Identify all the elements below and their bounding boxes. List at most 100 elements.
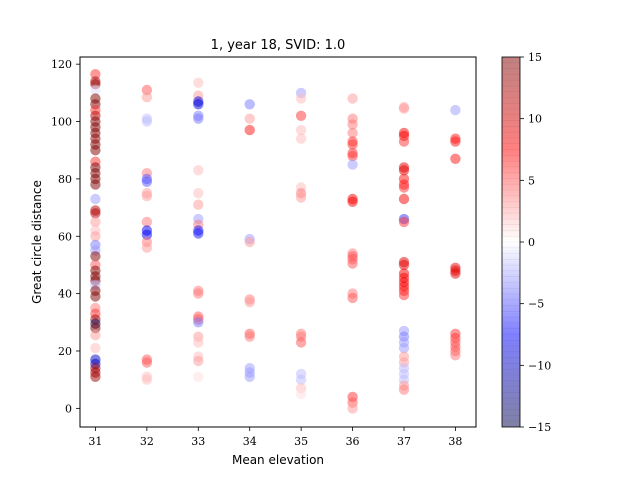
scatter-point bbox=[295, 124, 307, 136]
scatter-point bbox=[193, 199, 204, 210]
scatter-point bbox=[90, 179, 101, 190]
scatter-point bbox=[450, 268, 461, 279]
scatter-point bbox=[193, 337, 204, 348]
scatter-point bbox=[141, 116, 153, 127]
scatter-point bbox=[347, 93, 358, 104]
x-axis-ticks: 31 32 33 34 35 36 37 38 bbox=[88, 427, 462, 448]
scatter-point bbox=[90, 342, 101, 354]
scatter-point bbox=[295, 388, 307, 400]
x-tick-label: 35 bbox=[294, 435, 308, 448]
scatter-point bbox=[244, 113, 255, 124]
scatter-point bbox=[244, 99, 255, 110]
scatter-point bbox=[90, 193, 101, 205]
scatter-point bbox=[141, 84, 153, 96]
scatter-point bbox=[295, 192, 307, 203]
scatter-point bbox=[244, 124, 255, 136]
colorbar-ticks: 15 10 5 0 −5 −10 −15 bbox=[520, 51, 551, 434]
x-tick-label: 37 bbox=[397, 435, 411, 448]
scatter-point bbox=[347, 258, 358, 269]
scatter-point bbox=[347, 292, 358, 304]
colorbar-tick-label: −10 bbox=[528, 359, 551, 372]
scatter-point bbox=[141, 92, 153, 103]
colorbar-tick-label: −15 bbox=[528, 421, 551, 434]
plot-frame bbox=[79, 56, 477, 428]
y-tick-label: 100 bbox=[51, 116, 72, 129]
scatter-point bbox=[450, 350, 461, 361]
scatter-point bbox=[193, 188, 204, 199]
scatter-point bbox=[90, 322, 101, 334]
scatter-point bbox=[450, 153, 461, 164]
y-tick-label: 80 bbox=[58, 173, 72, 186]
colorbar bbox=[502, 57, 520, 427]
colorbar-tick-label: −5 bbox=[528, 298, 544, 311]
scatter-point bbox=[193, 228, 204, 239]
scatter-point bbox=[90, 291, 101, 302]
scatter-point bbox=[398, 103, 410, 114]
scatter-point bbox=[347, 150, 358, 162]
scatter-point bbox=[398, 182, 410, 193]
scatter-point bbox=[90, 251, 101, 262]
scatter-point bbox=[295, 93, 307, 104]
scatter-point bbox=[90, 371, 101, 382]
scatter-point bbox=[141, 190, 153, 202]
scatter-point bbox=[141, 242, 153, 253]
scatter-point bbox=[90, 84, 101, 96]
scatter-point bbox=[244, 297, 255, 308]
scatter-point bbox=[347, 403, 358, 414]
y-axis-ticks: 0 20 40 60 80 100 120 bbox=[51, 58, 80, 415]
scatter-point bbox=[450, 136, 461, 147]
scatter-point bbox=[141, 357, 153, 368]
y-tick-label: 20 bbox=[58, 345, 72, 358]
scatter-point bbox=[90, 208, 101, 219]
x-tick-label: 31 bbox=[88, 435, 102, 448]
scatter-point bbox=[398, 342, 410, 354]
scatter-point bbox=[193, 99, 204, 110]
colorbar-tick-label: 10 bbox=[528, 113, 542, 126]
chart-title: 1, year 18, SVID: 1.0 bbox=[211, 38, 346, 53]
x-tick-label: 38 bbox=[448, 435, 462, 448]
x-axis-label: Mean elevation bbox=[232, 453, 324, 467]
scatter-point bbox=[244, 371, 255, 382]
scatter-point bbox=[398, 289, 410, 301]
scatter-point bbox=[90, 231, 101, 242]
x-tick-label: 34 bbox=[243, 435, 257, 448]
scatter-point bbox=[193, 113, 204, 124]
scatter-point bbox=[193, 355, 204, 367]
scatter-point bbox=[90, 330, 101, 341]
scatter-point bbox=[193, 288, 204, 299]
scatter-point bbox=[193, 165, 204, 176]
scatter-point bbox=[450, 104, 461, 116]
scatter-point bbox=[295, 110, 307, 122]
y-tick-label: 0 bbox=[65, 402, 72, 415]
x-tick-label: 33 bbox=[191, 435, 205, 448]
scatter-point bbox=[347, 196, 358, 207]
scatter-point bbox=[398, 165, 410, 176]
scatter-point bbox=[244, 236, 255, 248]
scatter-point bbox=[90, 69, 101, 80]
scatter-point bbox=[295, 337, 307, 348]
scatter-point bbox=[398, 193, 410, 205]
scatter-point bbox=[347, 139, 358, 150]
scatter-point bbox=[141, 374, 153, 385]
scatter-point bbox=[398, 259, 410, 271]
scatter-point bbox=[193, 317, 204, 328]
scatter-point bbox=[90, 145, 101, 156]
scatter-point bbox=[193, 371, 204, 382]
scatter-point bbox=[295, 374, 307, 385]
y-tick-label: 120 bbox=[51, 58, 72, 71]
y-tick-label: 40 bbox=[58, 288, 72, 301]
scatter-point bbox=[141, 176, 153, 187]
scatter-point bbox=[141, 229, 153, 240]
colorbar-tick-label: 0 bbox=[528, 236, 535, 249]
x-tick-label: 32 bbox=[140, 435, 154, 448]
scatter-point bbox=[141, 216, 153, 228]
colorbar-bands bbox=[502, 62, 520, 422]
scatter-point bbox=[398, 216, 410, 228]
scatter-point bbox=[90, 216, 101, 228]
scatter-point bbox=[295, 133, 307, 144]
y-axis-label: Great circle distance bbox=[30, 180, 44, 304]
x-tick-label: 36 bbox=[346, 435, 360, 448]
scatter-point bbox=[347, 159, 358, 170]
colorbar-tick-label: 5 bbox=[528, 174, 535, 187]
colorbar-tick-label: 15 bbox=[528, 51, 542, 64]
